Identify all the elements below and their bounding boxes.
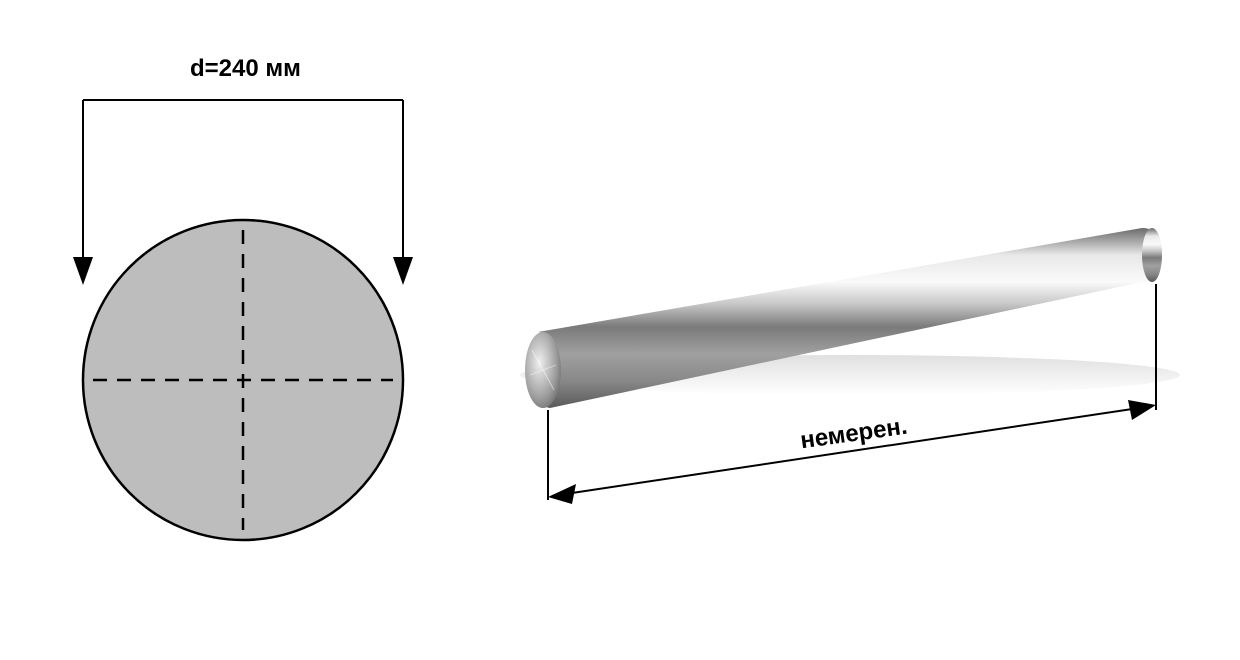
rod-side-view: немерен. [510, 200, 1190, 540]
rod-arrow-left [548, 484, 576, 504]
cross-section-svg [70, 85, 430, 565]
arrow-right [393, 257, 413, 285]
rod-end-cap-right [1142, 228, 1162, 282]
rod-arrow-right [1128, 400, 1156, 420]
diagram-container: d=240 мм [0, 0, 1240, 660]
arrow-left [73, 257, 93, 285]
rod-svg [510, 200, 1190, 540]
cross-section-view: d=240 мм [70, 85, 430, 545]
diameter-label: d=240 мм [190, 55, 301, 83]
